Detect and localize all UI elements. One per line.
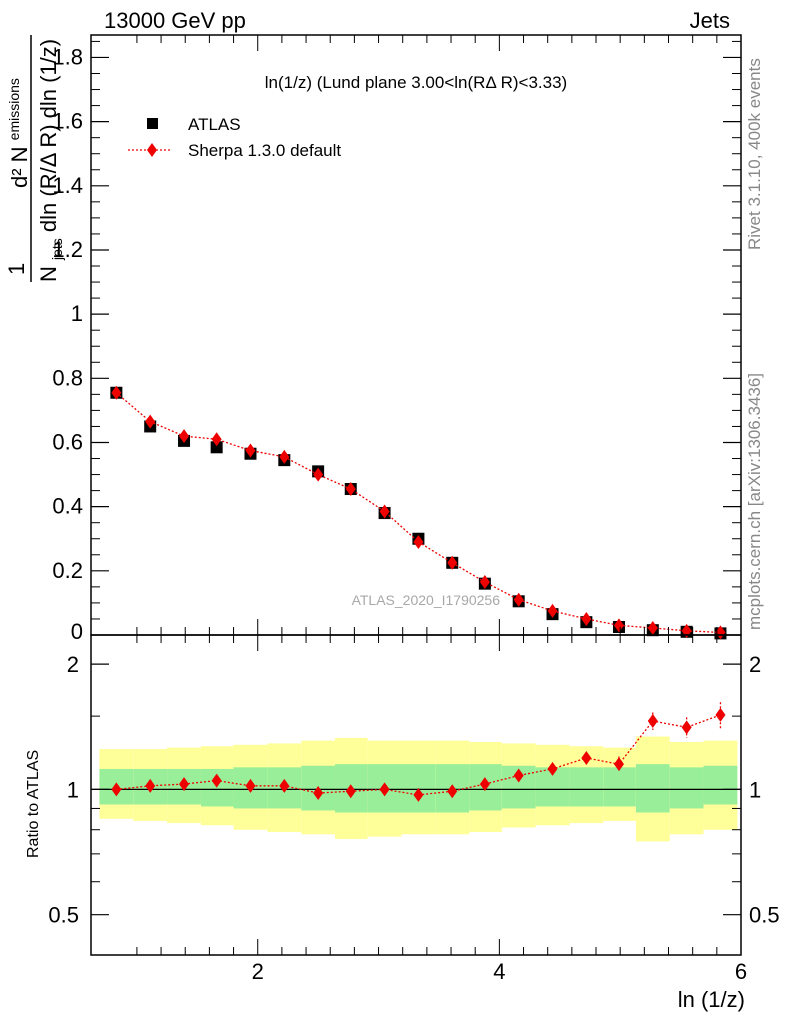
y-tick-label: 0.2 xyxy=(52,558,83,583)
svg-text:N jets dln (R/Δ R): N jets dln (R/Δ R) dln (1/z) xyxy=(36,39,67,282)
sherpa-point xyxy=(613,618,624,633)
ratio-point xyxy=(715,707,726,722)
y-tick-label: 0.4 xyxy=(52,494,83,519)
y-tick-label: 1 xyxy=(71,301,83,326)
legend-atlas-label: ATLAS xyxy=(188,115,241,134)
sherpa-point xyxy=(245,443,256,458)
sherpa-point xyxy=(413,534,424,549)
x-tick-label: 6 xyxy=(735,959,747,984)
ratio-point xyxy=(111,782,122,797)
ratio-series xyxy=(91,702,741,802)
ratio-point xyxy=(279,778,290,793)
y-label-bottom: N xyxy=(36,266,61,282)
ratio-tick-label: 1 xyxy=(67,777,79,802)
mcplots-label: mcplots.cern.ch [arXiv:1306.3436] xyxy=(745,373,764,630)
header-left: 13000 GeV pp xyxy=(104,8,246,33)
ratio-tick-label-right: 0.5 xyxy=(749,903,780,928)
axes: 0.2 0.4 0.6 0.8 1 1.2 1.4 1.6 1.8 0 2 4 6 0.5 0.5 1 1 2 2 xyxy=(48,34,780,984)
y-axis-label: 1 d² N emissions N jets dln (R/Δ R) dln … xyxy=(4,35,67,282)
y-label-bottom-rest: dln (R/Δ R) dln (1/z) xyxy=(36,39,61,232)
y-label-bottom-sub: jets xyxy=(49,238,65,261)
sherpa-point xyxy=(111,385,122,400)
svg-text:d² N emissions: d² N emissions xyxy=(6,78,32,188)
y-tick-label: 0.6 xyxy=(52,429,83,454)
ratio-point xyxy=(211,773,222,788)
ratio-point xyxy=(379,782,390,797)
y-zero-label: 0 xyxy=(71,619,83,644)
ratio-tick-label-right: 1 xyxy=(749,777,761,802)
y-tick-label: 0.8 xyxy=(52,365,83,390)
y-label-top-sub: emissions xyxy=(6,78,22,140)
legend-sherpa-marker xyxy=(147,143,157,157)
ratio-band-inner xyxy=(703,765,738,805)
legend: ATLAS Sherpa 1.3.0 default xyxy=(128,115,341,160)
sherpa-point xyxy=(513,592,524,607)
ratio-tick-label-right: 2 xyxy=(749,652,761,677)
ratio-point xyxy=(613,757,624,772)
ratio-band-inner xyxy=(603,767,636,807)
sherpa-point xyxy=(145,414,156,429)
sherpa-point xyxy=(547,603,558,618)
sherpa-point xyxy=(479,575,490,590)
header-right: Jets xyxy=(690,8,730,33)
main-series xyxy=(110,385,727,640)
ratio-point xyxy=(547,761,558,776)
sherpa-point xyxy=(581,611,592,626)
y-tick-label: 1.6 xyxy=(52,109,83,134)
sherpa-point xyxy=(345,482,356,497)
ratio-tick-label: 2 xyxy=(67,652,79,677)
ratio-point xyxy=(647,714,658,729)
ratio-point xyxy=(313,786,324,801)
sherpa-point xyxy=(211,432,222,447)
ratio-tick-label: 0.5 xyxy=(48,903,79,928)
sherpa-point xyxy=(647,620,658,635)
legend-atlas-marker xyxy=(147,118,158,129)
atlas-point xyxy=(210,441,223,454)
rivet-label: Rivet 3.1.10, 400k events xyxy=(745,58,764,250)
sherpa-point xyxy=(179,429,190,444)
legend-sherpa-label: Sherpa 1.3.0 default xyxy=(188,141,341,160)
analysis-label: ATLAS_2020_I1790256 xyxy=(352,592,501,608)
sherpa-point xyxy=(715,625,726,640)
x-tick-label: 4 xyxy=(493,959,505,984)
ratio-point xyxy=(345,784,356,799)
ratio-point xyxy=(581,750,592,765)
ratio-point xyxy=(245,778,256,793)
ratio-y-label: Ratio to ATLAS xyxy=(25,750,42,858)
ratio-point xyxy=(179,777,190,792)
plot-title: ln(1/z) (Lund plane 3.00<ln(RΔ R)<3.33) xyxy=(265,73,567,92)
ratio-point xyxy=(145,778,156,793)
sherpa-point xyxy=(313,467,324,482)
ratio-point xyxy=(513,768,524,783)
ratio-point xyxy=(447,784,458,799)
x-tick-label: 2 xyxy=(252,959,264,984)
ratio-frame xyxy=(90,634,742,956)
sherpa-point xyxy=(379,504,390,519)
ratio-point xyxy=(479,777,490,792)
ratio-band-inner xyxy=(669,767,704,809)
ratio-point xyxy=(413,787,424,802)
y-label-prefix: 1 xyxy=(4,263,29,275)
sherpa-point xyxy=(447,555,458,570)
ratio-point xyxy=(681,720,692,735)
y-tick-label: 1.8 xyxy=(52,44,83,69)
y-tick-label: 1.2 xyxy=(52,237,83,262)
ratio-band-inner xyxy=(569,767,604,807)
ratio-band-inner xyxy=(635,764,670,813)
x-axis-label: ln (1/z) xyxy=(678,987,745,1012)
y-tick-label: 1.4 xyxy=(52,173,83,198)
y-label-top: d² N xyxy=(7,146,32,188)
sherpa-point xyxy=(279,449,290,464)
